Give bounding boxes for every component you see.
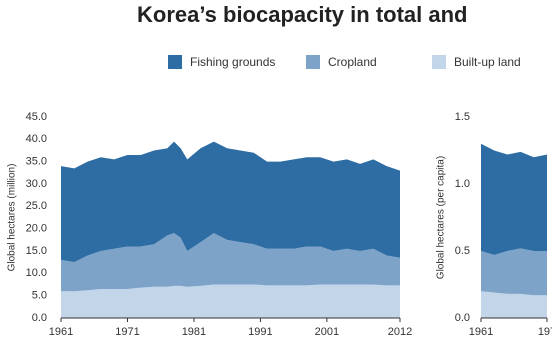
legend-label: Built-up land bbox=[454, 55, 521, 69]
x-tick-label: 1961 bbox=[49, 326, 73, 338]
area bbox=[481, 248, 547, 296]
y-tick-label: 25.0 bbox=[26, 200, 47, 212]
y-tick-label: 20.0 bbox=[26, 223, 47, 235]
chart-title: Korea’s biocapacity in total and bbox=[137, 2, 467, 27]
y-tick-label: 35.0 bbox=[26, 156, 47, 168]
y-tick-label: 0.0 bbox=[32, 312, 47, 324]
x-tick-label: 1971 bbox=[115, 326, 139, 338]
area bbox=[481, 291, 547, 318]
y-tick-label: 10.0 bbox=[26, 267, 47, 279]
area bbox=[61, 233, 400, 292]
legend-label: Cropland bbox=[328, 55, 377, 69]
legend-swatch bbox=[432, 55, 446, 69]
x-tick-label: 1991 bbox=[248, 326, 272, 338]
area bbox=[481, 143, 547, 256]
y-axis-title: Global hectares (million) bbox=[7, 164, 18, 272]
y-axis-title: Global hectares (per capita) bbox=[436, 156, 447, 279]
x-tick-label: 1961 bbox=[469, 326, 493, 338]
legend-swatch bbox=[306, 55, 320, 69]
y-tick-label: 0.0 bbox=[455, 312, 470, 324]
area bbox=[61, 141, 400, 263]
y-tick-label: 1.5 bbox=[455, 111, 470, 123]
y-tick-label: 15.0 bbox=[26, 245, 47, 257]
x-tick-label: 1981 bbox=[182, 326, 206, 338]
y-tick-label: 0.5 bbox=[455, 245, 470, 257]
legend-label: Fishing grounds bbox=[190, 55, 275, 69]
x-tick-label: 197 bbox=[538, 326, 552, 338]
y-tick-label: 45.0 bbox=[26, 111, 47, 123]
y-tick-label: 30.0 bbox=[26, 178, 47, 190]
y-tick-label: 1.0 bbox=[455, 178, 470, 190]
y-tick-label: 40.0 bbox=[26, 133, 47, 145]
legend-swatch bbox=[168, 55, 182, 69]
area bbox=[61, 284, 400, 318]
x-tick-label: 2001 bbox=[315, 326, 339, 338]
y-tick-label: 5.0 bbox=[32, 290, 47, 302]
x-tick-label: 2012 bbox=[388, 326, 412, 338]
